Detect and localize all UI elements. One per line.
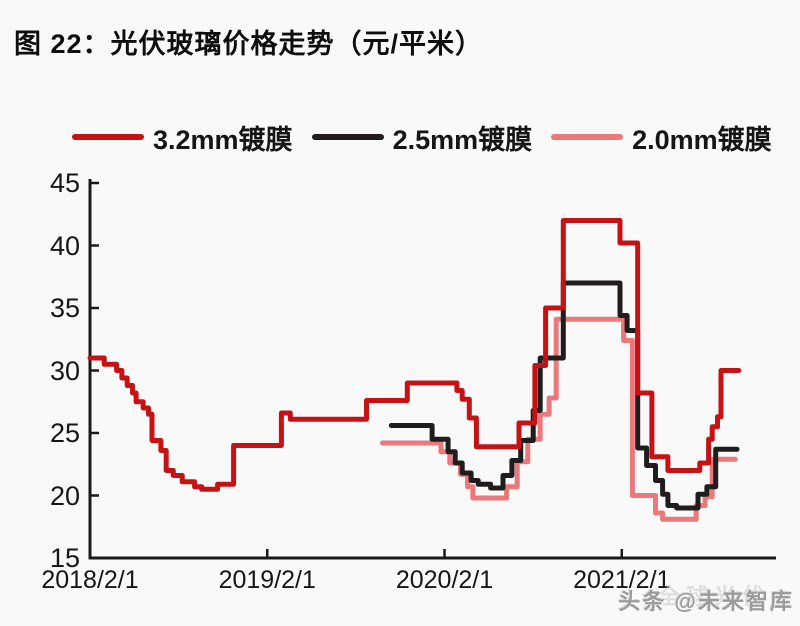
y-tick-label: 45 [49, 168, 80, 198]
series-line-2.0mm镀膜 [380, 316, 738, 522]
y-tick-label: 15 [49, 543, 80, 573]
legend-swatch-2-0mm-icon [551, 134, 624, 140]
legend-label-2-5mm: 2.5mm镀膜 [392, 124, 533, 155]
watermark: 头条 @未来智库 [618, 589, 794, 614]
y-tick-label: 40 [49, 230, 80, 261]
series-line-3.2mm镀膜 [87, 218, 742, 492]
x-tick-label: 2020/2/1 [395, 566, 494, 594]
x-tick-label: 2019/2/1 [218, 566, 316, 594]
legend-item-2-5mm: 2.5mm镀膜 [311, 118, 533, 157]
legend-swatch-2-5mm-icon [311, 134, 384, 140]
y-tick-label: 20 [49, 480, 80, 511]
series-line-2.5mm镀膜 [388, 280, 740, 511]
y-tick-label: 30 [49, 355, 80, 386]
watermark-echo: 全球光伏 [657, 584, 770, 609]
chart-legend: 3.2mm镀膜 2.5mm镀膜 2.0mm镀膜 [72, 118, 788, 156]
legend-item-3-2mm: 3.2mm镀膜 [72, 118, 293, 157]
legend-label-2-0mm: 2.0mm镀膜 [632, 124, 772, 155]
y-tick-label: 35 [49, 293, 80, 323]
legend-swatch-3-2mm-icon [72, 134, 144, 140]
legend-item-2-0mm: 2.0mm镀膜 [551, 118, 772, 157]
legend-label-3-2mm: 3.2mm镀膜 [153, 124, 293, 155]
y-tick-label: 25 [49, 418, 80, 448]
x-tick-label: 2018/2/1 [41, 566, 139, 594]
x-tick-label: 2021/2/1 [573, 566, 671, 594]
figure-title: 图 22：光伏玻璃价格走势（元/平米） [14, 29, 484, 59]
